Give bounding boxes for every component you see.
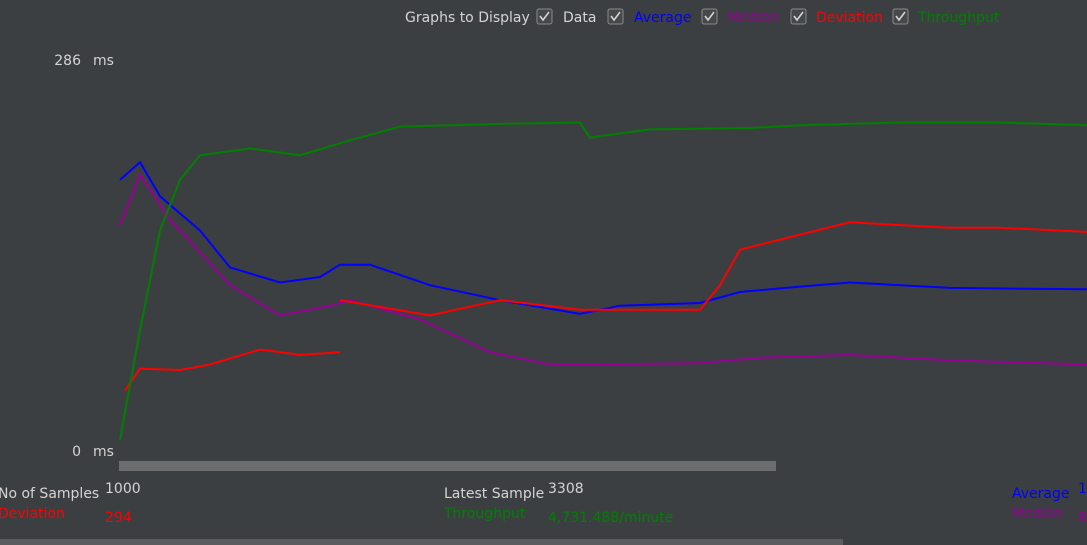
- checkmark: [895, 11, 906, 22]
- stat-label: Average: [1012, 486, 1070, 502]
- y-unit: ms: [93, 53, 114, 69]
- stat-label: No of Samples: [0, 486, 99, 502]
- stat-value: 8: [1078, 510, 1087, 526]
- stat-label: Latest Sample: [444, 486, 544, 502]
- checkbox[interactable]: [892, 8, 909, 25]
- checkmark: [539, 11, 550, 22]
- checkbox[interactable]: [536, 8, 553, 25]
- checkmark: [704, 11, 715, 22]
- checkmark: [610, 11, 621, 22]
- checkbox[interactable]: [790, 8, 807, 25]
- legend-label: Deviation: [816, 10, 883, 26]
- bottom-scrollbar[interactable]: [0, 539, 843, 545]
- legend-label: Data: [563, 10, 596, 26]
- y-unit: ms: [93, 444, 114, 460]
- stat-value: 294: [105, 510, 132, 526]
- series-line: [119, 160, 1087, 315]
- series-line: [119, 121, 1087, 440]
- legend-label: Throughput: [917, 10, 1000, 26]
- stat-value: 3308: [548, 481, 584, 497]
- series-line: [124, 221, 1087, 392]
- stat-label: Throughput: [443, 506, 526, 522]
- legend-label: Median: [728, 10, 779, 26]
- y-tick-label: 286: [54, 53, 81, 69]
- stat-value: 1000: [105, 481, 141, 497]
- series-line: [119, 172, 1087, 366]
- y-tick-label: 0: [72, 444, 81, 460]
- stat-label: Median: [1012, 506, 1063, 522]
- legend-label: Average: [634, 10, 692, 26]
- checkbox[interactable]: [607, 8, 624, 25]
- legend-title: Graphs to Display: [405, 10, 530, 26]
- checkmark: [793, 11, 804, 22]
- checkbox[interactable]: [701, 8, 718, 25]
- scrollbar[interactable]: [119, 461, 776, 471]
- stat-value: 4,731.488/minute: [548, 510, 673, 526]
- stat-value: 1: [1078, 481, 1087, 497]
- stats: No of Samples 1000 Deviation 294 Latest …: [0, 481, 1087, 526]
- stat-label: Deviation: [0, 506, 65, 522]
